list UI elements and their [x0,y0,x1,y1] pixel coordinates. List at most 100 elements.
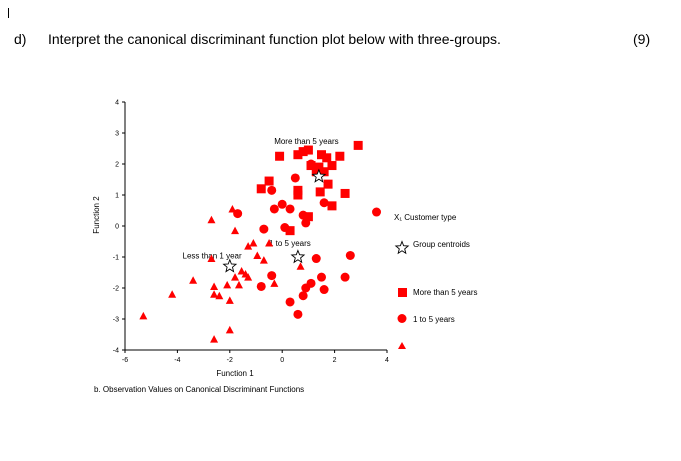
data-point-circle [290,173,300,183]
data-point-triangle [270,279,279,287]
data-point-circle [306,278,316,288]
data-point-circle [269,204,279,214]
legend-centroid-label: Group centroids [413,240,470,249]
data-point-circle [285,204,295,214]
group-centroid-star [222,258,238,273]
data-point-triangle [139,311,148,320]
legend-circle-icon [397,314,407,323]
data-point-triangle [207,215,216,224]
data-point-triangle [210,290,219,298]
data-point-square [275,151,285,161]
data-point-triangle [253,251,262,259]
group-annotation: 1 to 5 years [269,239,311,248]
data-point-square [303,212,313,222]
data-point-circle [298,291,308,301]
data-point-circle [319,285,329,295]
data-point-square [323,179,333,189]
x-tick-label: 0 [280,357,284,364]
group-annotation: More than 5 years [274,137,338,146]
legend-square-icon [398,288,407,297]
data-point-square [285,226,295,236]
y-tick-label: 2 [115,162,119,169]
legend-series-1: 1 to 5 years [413,315,455,324]
data-point-square [353,140,363,150]
data-point-square [335,151,345,161]
y-axis-label: Function 2 [92,196,101,234]
data-point-square [311,167,321,177]
data-point-square [256,184,266,194]
data-point-square [293,185,303,195]
legend-title: X₁ Customer type [394,213,457,222]
x-ticks: -6 -4 -2 0 2 4 [122,350,389,364]
legend-triangle-icon [398,342,406,349]
plot-axes [124,102,387,351]
data-point-circle [277,199,287,209]
y-tick-label: -1 [113,255,119,262]
legend-centroid-star-icon [394,240,410,255]
data-point-circle [345,250,355,260]
centroid-markers [222,168,327,273]
data-point-square [340,188,350,198]
data-point-triangle [244,242,253,250]
data-point-triangle [231,226,240,235]
y-tick-label: 3 [115,131,119,138]
y-tick-label: -2 [113,286,119,293]
group-centroid-star [311,168,327,183]
data-point-circle [340,272,350,282]
data-point-circle [267,271,277,281]
data-point-triangle [210,335,219,343]
data-point-square [327,201,337,211]
data-point-square [293,150,303,160]
data-point-triangle [244,273,253,281]
x-tick-label: -6 [122,357,128,364]
data-point-square [298,147,308,157]
data-point-triangle [210,282,219,290]
x-axis-label: Function 1 [216,369,254,378]
data-point-square [303,145,313,155]
data-point-triangle [225,296,234,304]
x-tick-label: -2 [227,357,233,364]
data-point-triangle [168,290,177,298]
y-tick-label: 1 [115,193,119,200]
question-label: d) [14,31,27,47]
legend: X₁ Customer type Group centroids More th… [394,213,477,349]
data-point-triangle [234,280,243,289]
x-tick-label: 2 [333,357,337,364]
data-point-circle [319,198,329,208]
data-point-circle [293,309,303,319]
data-point-circle [298,210,308,220]
plot-caption: b. Observation Values on Canonical Discr… [94,385,304,394]
data-point-square [314,162,324,172]
data-point-circle [280,223,290,233]
data-point-square [293,190,303,200]
data-point-square [319,167,329,177]
y-tick-label: 0 [115,224,119,231]
y-tick-label: 4 [115,100,119,107]
group-centroid-star [290,249,306,264]
group-annotations: More than 5 years 1 to 5 years Less than 1… [183,137,339,261]
data-point-circle [301,218,311,228]
data-point-circle [317,272,326,282]
legend-series-0: More than 5 years [413,288,477,297]
y-ticks: 4 3 2 1 0 -1 -2 -3 -4 [113,100,125,355]
y-tick-label: -3 [113,317,119,324]
data-point-triangle [228,204,237,213]
data-point-triangle [249,239,258,247]
data-point-triangle [296,262,305,270]
data-point-triangle [259,256,268,264]
data-point-circle [256,281,266,291]
data-point-triangle [207,254,216,263]
data-point-circle [311,254,321,264]
data-point-square [317,150,326,160]
question-text: Interpret the canonical discriminant fun… [48,31,501,47]
data-point-square [315,187,325,197]
question-marks: (9) [633,31,651,47]
x-tick-label: 4 [385,357,389,364]
data-point-triangle [223,280,232,289]
data-point-circle [372,207,382,217]
y-tick-label: -4 [113,348,119,355]
data-point-circle [259,224,269,234]
data-markers [139,140,382,343]
x-tick-label: -4 [174,357,180,364]
